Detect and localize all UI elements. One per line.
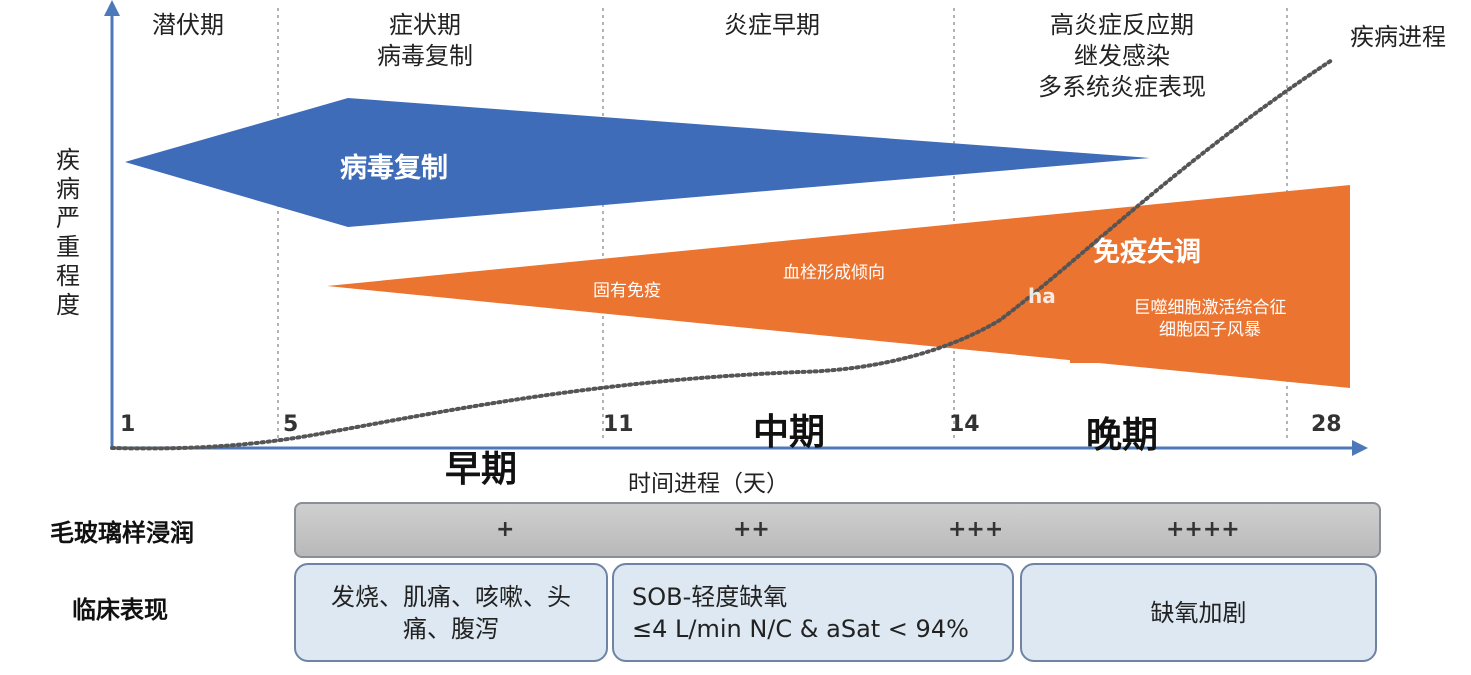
phase-hyperinflammation: 高炎症反应期 继发感染 多系统炎症表现 <box>1022 10 1222 103</box>
phase-hyper-line3: 多系统炎症表现 <box>1038 73 1206 101</box>
thrombosis-label: 血栓形成倾向 <box>783 263 885 283</box>
clinical-box-middle: SOB-轻度缺氧 ≤4 L/min N/C & aSat < 94% <box>612 563 1014 662</box>
ggo-marker-1: + <box>496 517 515 542</box>
disease-progress-curve <box>110 58 1334 451</box>
mas-box <box>1070 283 1350 363</box>
clinical-middle-line2: ≤4 L/min N/C & aSat < 94% <box>632 614 969 643</box>
immune-dysregulation-label: 免疫失调 <box>1093 237 1201 268</box>
y-label-char: 程 <box>56 262 80 290</box>
tick-day-14: 14 <box>949 412 980 437</box>
y-label-char: 疾 <box>56 146 80 174</box>
ggo-marker-3: +++ <box>948 517 1004 542</box>
virus-replication-shape <box>125 98 348 227</box>
ggo-bar: + ++ +++ ++++ <box>294 502 1381 558</box>
clinical-late-line1: 缺氧加剧 <box>1150 598 1247 627</box>
clinical-middle-line1: SOB-轻度缺氧 <box>632 582 788 611</box>
virus-replication-label: 病毒复制 <box>340 153 448 184</box>
y-axis-arrow <box>104 0 120 16</box>
y-label-char: 严 <box>56 204 80 232</box>
clinical-early-line2: 痛、腹泻 <box>403 614 499 643</box>
phase-hyper-line1: 高炎症反应期 <box>1050 11 1194 39</box>
clinical-row-label: 临床表现 <box>72 596 168 624</box>
tick-day-28: 28 <box>1311 412 1342 437</box>
tick-day-1: 1 <box>120 412 136 437</box>
mas-line2: 细胞因子风暴 <box>1159 320 1261 340</box>
stage-late: 晚期 <box>1086 415 1159 456</box>
tick-day-5: 5 <box>283 412 299 437</box>
truncated-text: ha <box>1028 284 1056 308</box>
clinical-box-early: 发烧、肌痛、咳嗽、头 痛、腹泻 <box>294 563 608 662</box>
y-label-char: 度 <box>56 291 80 319</box>
phase-symptomatic-line1: 症状期 <box>389 11 461 39</box>
disease-progress-label: 疾病进程 <box>1350 23 1446 51</box>
innate-immunity-label: 固有免疫 <box>593 281 661 301</box>
ggo-marker-2: ++ <box>733 517 770 542</box>
clinical-box-late: 缺氧加剧 <box>1020 563 1377 662</box>
stage-middle: 中期 <box>753 412 826 453</box>
tick-day-11: 11 <box>603 412 634 437</box>
phase-hyper-line2: 继发感染 <box>1074 42 1170 70</box>
clinical-early-line1: 发烧、肌痛、咳嗽、头 <box>331 582 571 611</box>
phase-early-inflammation: 炎症早期 <box>724 11 820 39</box>
virus-replication-tail <box>348 98 1150 227</box>
y-label-char: 重 <box>56 233 80 261</box>
ggo-row-label: 毛玻璃样浸润 <box>50 519 194 547</box>
phase-symptomatic-line2: 病毒复制 <box>377 42 473 70</box>
y-label-char: 病 <box>56 175 80 203</box>
y-axis-label: 疾 病 严 重 程 度 <box>56 146 80 320</box>
phase-latent: 潜伏期 <box>152 11 224 39</box>
mas-line1: 巨噬细胞激活综合征 <box>1133 298 1287 318</box>
stage-early: 早期 <box>445 449 518 490</box>
x-axis-label: 时间进程（天） <box>628 471 789 497</box>
phase-symptomatic: 症状期 病毒复制 <box>370 10 480 72</box>
ggo-marker-4: ++++ <box>1166 517 1240 542</box>
x-axis-arrow <box>1352 440 1368 456</box>
mas-label: 巨噬细胞激活综合征 细胞因子风暴 <box>1070 297 1350 341</box>
